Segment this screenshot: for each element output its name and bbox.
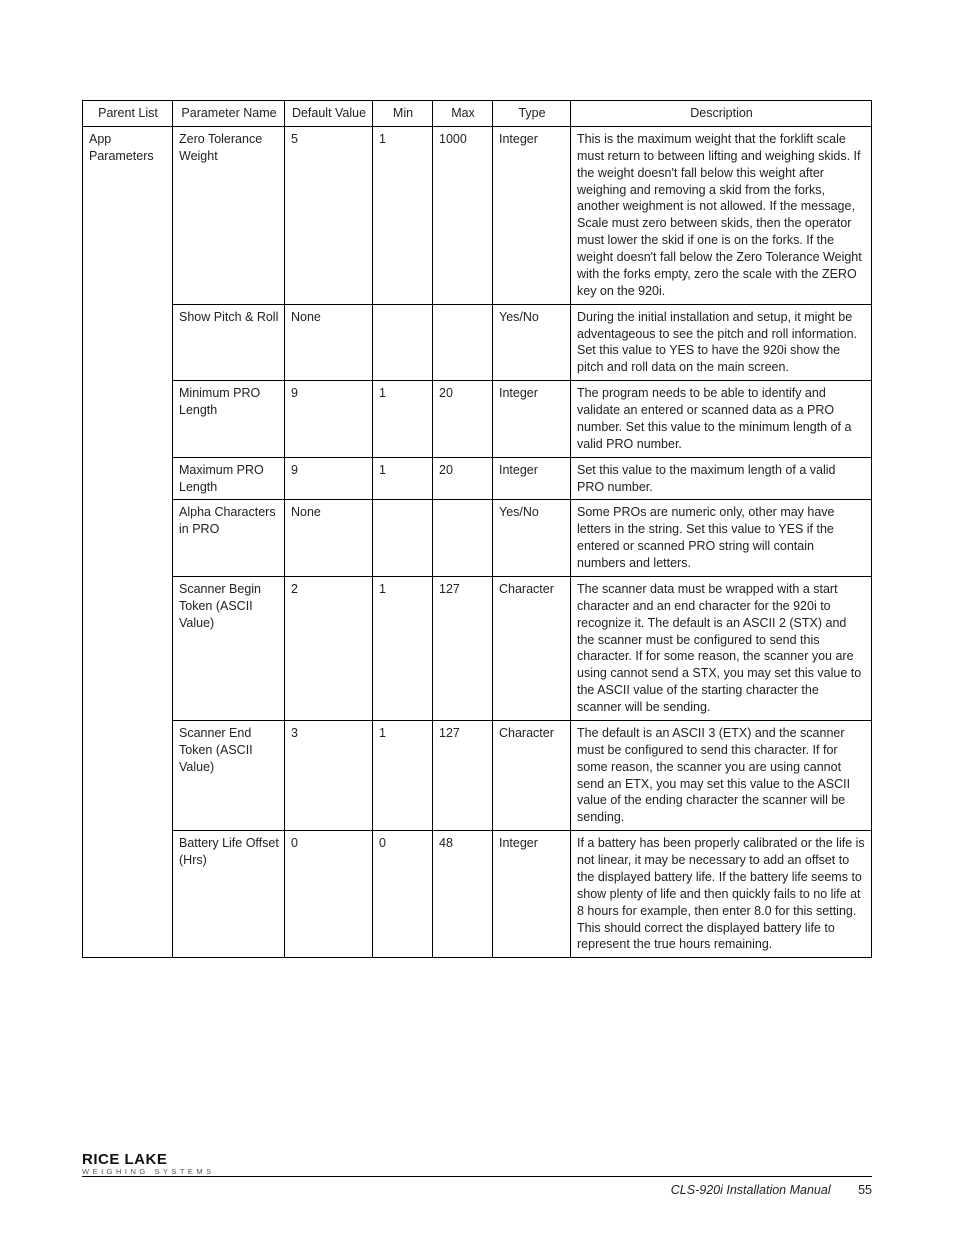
col-header-desc: Description <box>571 101 872 127</box>
cell-default: 5 <box>285 126 373 304</box>
cell-min: 1 <box>373 126 433 304</box>
cell-max <box>433 500 493 577</box>
cell-min: 0 <box>373 831 433 958</box>
table-row: Maximum PRO Length 9 1 20 Integer Set th… <box>83 457 872 500</box>
cell-type: Integer <box>493 381 571 458</box>
col-header-parent: Parent List <box>83 101 173 127</box>
cell-name: Zero Tolerance Weight <box>173 126 285 304</box>
cell-type: Character <box>493 720 571 830</box>
cell-min: 1 <box>373 457 433 500</box>
cell-desc: Some PROs are numeric only, other may ha… <box>571 500 872 577</box>
cell-max <box>433 304 493 381</box>
cell-desc: The default is an ASCII 3 (ETX) and the … <box>571 720 872 830</box>
cell-type: Integer <box>493 457 571 500</box>
footer-rule: CLS-920i Installation Manual 55 <box>82 1176 872 1197</box>
cell-min: 1 <box>373 720 433 830</box>
cell-parent-empty <box>83 576 173 720</box>
col-header-name: Parameter Name <box>173 101 285 127</box>
table-row: Minimum PRO Length 9 1 20 Integer The pr… <box>83 381 872 458</box>
cell-min <box>373 500 433 577</box>
cell-min <box>373 304 433 381</box>
cell-max: 1000 <box>433 126 493 304</box>
page-number: 55 <box>858 1183 872 1197</box>
cell-parent-empty <box>83 500 173 577</box>
cell-desc: If a battery has been properly calibrate… <box>571 831 872 958</box>
col-header-min: Min <box>373 101 433 127</box>
cell-default: 3 <box>285 720 373 830</box>
cell-parent-empty <box>83 831 173 958</box>
cell-default: 9 <box>285 381 373 458</box>
cell-default: 2 <box>285 576 373 720</box>
cell-min: 1 <box>373 381 433 458</box>
table-row: Battery Life Offset (Hrs) 0 0 48 Integer… <box>83 831 872 958</box>
brand-logo: RICE LAKE WEIGHING SYSTEMS <box>82 1151 872 1176</box>
cell-name: Scanner Begin Token (ASCII Value) <box>173 576 285 720</box>
cell-type: Character <box>493 576 571 720</box>
cell-max: 127 <box>433 576 493 720</box>
logo-sub-text: WEIGHING SYSTEMS <box>82 1167 872 1176</box>
col-header-type: Type <box>493 101 571 127</box>
cell-name: Battery Life Offset (Hrs) <box>173 831 285 958</box>
table-row: Alpha Characters in PRO None Yes/No Some… <box>83 500 872 577</box>
cell-min: 1 <box>373 576 433 720</box>
cell-desc: The scanner data must be wrapped with a … <box>571 576 872 720</box>
table-body: App Parameters Zero Tolerance Weight 5 1… <box>83 126 872 957</box>
page: Parent List Parameter Name Default Value… <box>0 0 954 1235</box>
cell-type: Yes/No <box>493 304 571 381</box>
cell-desc: This is the maximum weight that the fork… <box>571 126 872 304</box>
cell-default: 0 <box>285 831 373 958</box>
cell-parent-empty <box>83 457 173 500</box>
cell-desc: The program needs to be able to identify… <box>571 381 872 458</box>
cell-name: Alpha Characters in PRO <box>173 500 285 577</box>
manual-title: CLS-920i Installation Manual <box>671 1183 831 1197</box>
table-row: Scanner End Token (ASCII Value) 3 1 127 … <box>83 720 872 830</box>
table-row: App Parameters Zero Tolerance Weight 5 1… <box>83 126 872 304</box>
cell-max: 20 <box>433 457 493 500</box>
col-header-default: Default Value <box>285 101 373 127</box>
cell-desc: During the initial installation and setu… <box>571 304 872 381</box>
parameters-table: Parent List Parameter Name Default Value… <box>82 100 872 958</box>
table-header-row: Parent List Parameter Name Default Value… <box>83 101 872 127</box>
logo-main-text: RICE LAKE <box>82 1151 872 1168</box>
cell-default: None <box>285 500 373 577</box>
cell-parent: App Parameters <box>83 126 173 304</box>
cell-default: None <box>285 304 373 381</box>
page-footer: RICE LAKE WEIGHING SYSTEMS CLS-920i Inst… <box>82 1151 872 1197</box>
cell-parent-empty <box>83 304 173 381</box>
cell-max: 127 <box>433 720 493 830</box>
cell-max: 20 <box>433 381 493 458</box>
cell-name: Minimum PRO Length <box>173 381 285 458</box>
cell-max: 48 <box>433 831 493 958</box>
cell-name: Scanner End Token (ASCII Value) <box>173 720 285 830</box>
cell-name: Maximum PRO Length <box>173 457 285 500</box>
cell-type: Yes/No <box>493 500 571 577</box>
table-row: Show Pitch & Roll None Yes/No During the… <box>83 304 872 381</box>
cell-parent-empty <box>83 381 173 458</box>
footer-right: CLS-920i Installation Manual 55 <box>671 1183 872 1197</box>
cell-type: Integer <box>493 831 571 958</box>
cell-parent-empty <box>83 720 173 830</box>
col-header-max: Max <box>433 101 493 127</box>
table-row: Scanner Begin Token (ASCII Value) 2 1 12… <box>83 576 872 720</box>
cell-desc: Set this value to the maximum length of … <box>571 457 872 500</box>
cell-name: Show Pitch & Roll <box>173 304 285 381</box>
cell-type: Integer <box>493 126 571 304</box>
cell-default: 9 <box>285 457 373 500</box>
